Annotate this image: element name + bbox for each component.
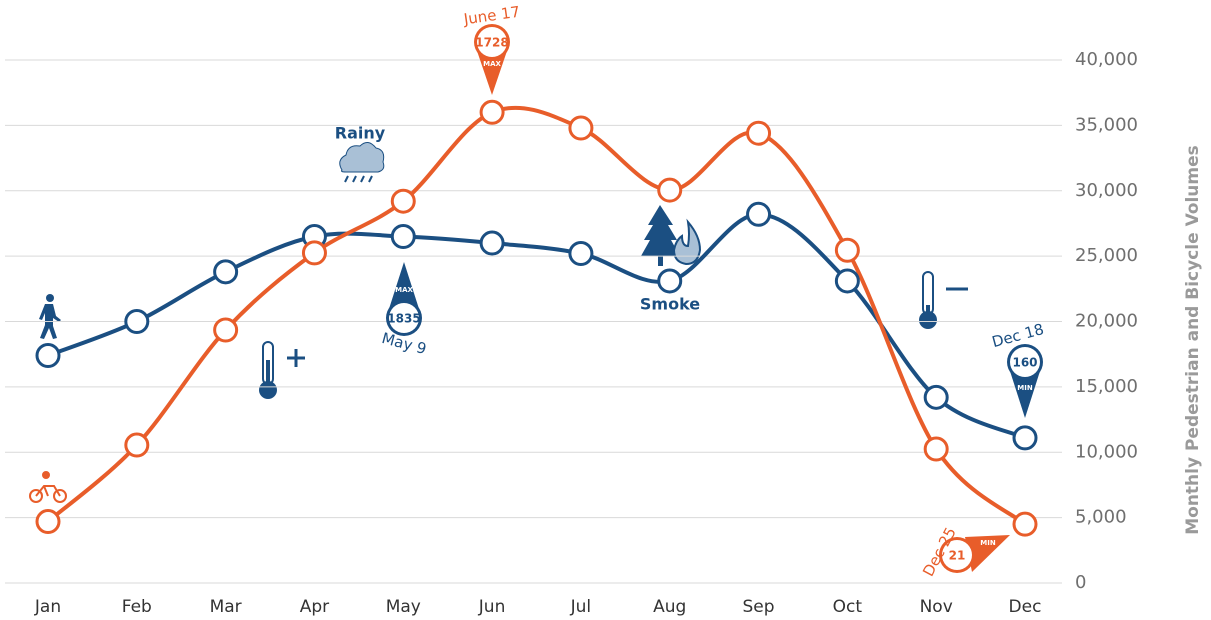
y-tick-label: 25,000 bbox=[1075, 245, 1138, 266]
thermometer-warm-icon bbox=[259, 341, 305, 399]
marker-pin: 1835 MAX May 9 bbox=[380, 262, 428, 358]
point bbox=[657, 177, 683, 203]
line bbox=[46, 105, 1027, 526]
point bbox=[834, 237, 860, 263]
marker-tag: MAX bbox=[395, 286, 413, 294]
marker-count: 160 bbox=[1012, 356, 1037, 370]
marker-tag: MAX bbox=[483, 60, 501, 68]
point bbox=[35, 509, 61, 535]
marker-count: 1835 bbox=[387, 312, 420, 326]
point bbox=[35, 342, 61, 368]
pin-face bbox=[477, 27, 507, 57]
point bbox=[923, 384, 949, 410]
x-tick-label: Apr bbox=[300, 597, 329, 617]
marker-tag: MIN bbox=[980, 539, 996, 547]
point bbox=[568, 115, 594, 141]
y-tick-label: 15,000 bbox=[1075, 376, 1138, 397]
annotation: Smoke bbox=[640, 295, 700, 314]
rain-cloud-icon bbox=[339, 142, 385, 183]
pin-shape bbox=[388, 262, 420, 312]
x-tick-label: Nov bbox=[920, 597, 953, 617]
pin-face bbox=[1010, 347, 1040, 377]
marker-date: May 9 bbox=[380, 329, 428, 358]
point bbox=[923, 436, 949, 462]
y-tick-label: 40,000 bbox=[1075, 49, 1138, 70]
point bbox=[213, 259, 239, 285]
marker-count: 21 bbox=[949, 549, 966, 563]
x-tick-label: Sep bbox=[743, 597, 775, 617]
point bbox=[390, 224, 416, 250]
pin-face bbox=[389, 303, 419, 333]
point bbox=[1012, 425, 1038, 451]
line bbox=[47, 212, 1026, 440]
marker-tag: MIN bbox=[1017, 384, 1033, 392]
annotation: Rainy bbox=[335, 124, 386, 143]
y-tick-label: 10,000 bbox=[1075, 441, 1138, 462]
pin-face bbox=[942, 540, 972, 570]
x-tick-label: Feb bbox=[122, 597, 152, 617]
bicycle-icon bbox=[29, 471, 67, 503]
y-tick-label: 20,000 bbox=[1075, 311, 1138, 332]
point bbox=[213, 317, 239, 343]
point bbox=[479, 99, 505, 125]
thermometer-cold-icon bbox=[919, 271, 968, 329]
pedestrian-icon bbox=[39, 294, 61, 339]
pin-shape bbox=[1009, 368, 1041, 418]
marker-date: June 17 bbox=[462, 3, 521, 29]
point bbox=[124, 432, 150, 458]
tree-fire-icon bbox=[641, 205, 702, 266]
y-tick-label: 5,000 bbox=[1075, 507, 1127, 528]
point bbox=[746, 120, 772, 146]
point bbox=[568, 241, 594, 267]
pin-shape bbox=[476, 48, 508, 95]
x-tick-label: Mar bbox=[210, 597, 242, 617]
point bbox=[657, 268, 683, 294]
x-tick-label: Aug bbox=[653, 597, 686, 617]
marker-count: 1728 bbox=[475, 36, 508, 50]
y-tick-label: 35,000 bbox=[1075, 114, 1138, 135]
y-axis-title: Monthly Pedestrian and Bicycle Volumes bbox=[1183, 145, 1203, 535]
x-tick-label: Dec bbox=[1009, 597, 1042, 617]
point bbox=[479, 230, 505, 256]
point bbox=[1012, 511, 1038, 537]
point bbox=[301, 240, 327, 266]
marker-pin: 1728 MAX June 17 bbox=[462, 3, 521, 95]
y-tick-label: 0 bbox=[1075, 572, 1086, 593]
point bbox=[834, 268, 860, 294]
x-tick-label: Jul bbox=[570, 597, 592, 617]
x-tick-label: Jan bbox=[34, 597, 61, 617]
point bbox=[746, 201, 772, 227]
x-tick-label: Jun bbox=[478, 597, 506, 617]
point bbox=[390, 188, 416, 214]
y-tick-label: 30,000 bbox=[1075, 180, 1138, 201]
pin-shape bbox=[965, 535, 1010, 572]
x-tick-label: Oct bbox=[833, 597, 863, 617]
point bbox=[124, 309, 150, 334]
x-tick-label: May bbox=[386, 597, 421, 617]
